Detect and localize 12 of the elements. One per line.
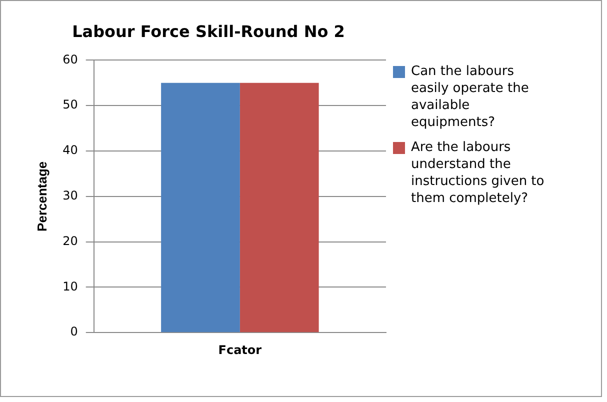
y-tick-label: 40 (62, 143, 78, 158)
y-tick-label: 50 (62, 98, 78, 112)
y-tick-label: 10 (62, 279, 78, 294)
legend-label: Are the labours understand the instructions given to them completely? (411, 139, 546, 207)
chart-title: Labour Force Skill-Round No 2 (72, 22, 345, 41)
y-tick-label: 30 (62, 188, 78, 203)
y-axis-title: Percentage (34, 161, 50, 232)
legend-label: Can the labours easily operate the available equipments? (411, 63, 530, 131)
y-tick-label: 20 (62, 234, 78, 248)
y-tick-label: 60 (62, 52, 78, 66)
x-tick-label: Fcator (218, 342, 262, 357)
y-tick-label: 0 (70, 324, 78, 339)
